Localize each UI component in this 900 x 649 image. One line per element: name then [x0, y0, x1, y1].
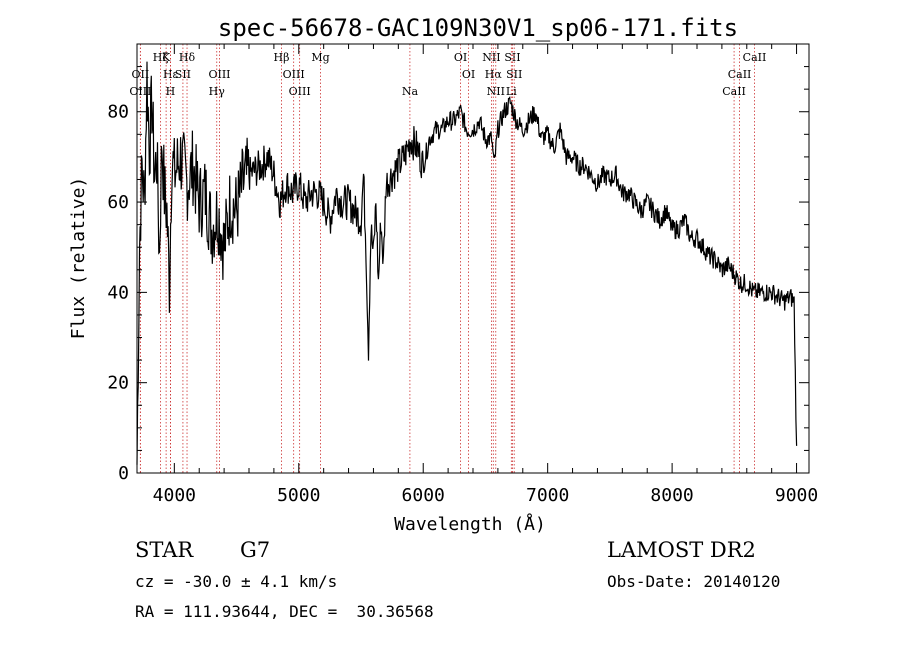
- marker-label-6: OIII: [208, 68, 230, 81]
- marker-label-9: Hγ: [209, 85, 226, 98]
- marker-label-18: SII: [504, 51, 520, 64]
- marker-label-2: Hδ: [179, 51, 196, 64]
- marker-label-19: Hα: [485, 68, 503, 81]
- x-tick-label: 7000: [526, 485, 569, 506]
- marker-label-13: OIII: [289, 85, 311, 98]
- x-tick-label: 4000: [153, 485, 196, 506]
- x-axis-ticks: 4000 5000 6000 7000 8000 9000: [153, 44, 818, 506]
- y-axis-label: Flux (relative): [68, 177, 89, 340]
- marker-label-12: OIII: [283, 68, 305, 81]
- object-class: STAR: [135, 538, 194, 562]
- redshift-text: cz = -30.0 ± 4.1 km/s: [135, 572, 338, 591]
- marker-label-14: Na: [402, 85, 419, 98]
- marker-label-15: OI: [454, 51, 467, 64]
- marker-label-0: Hζ: [153, 51, 169, 64]
- marker-label-20: SII: [506, 68, 522, 81]
- marker-label-24: CaII: [728, 68, 752, 81]
- marker-label-4: SII: [175, 68, 191, 81]
- spectrum-chart: spec-56678-GAC109N30V1_sp06-171.fits HζK…: [68, 14, 818, 535]
- marker-label-16: OI: [462, 68, 475, 81]
- marker-label-11: Mg: [311, 51, 329, 64]
- marker-label-1: K: [162, 51, 171, 64]
- x-axis-label: Wavelength (Å): [394, 513, 546, 535]
- x-tick-label: 9000: [775, 485, 818, 506]
- marker-label-21: NII: [487, 85, 505, 98]
- y-axis-ticks: 0 20 40 60 80: [107, 66, 809, 484]
- marker-label-25: CaII: [722, 85, 746, 98]
- coordinates: RA = 111.93644, DEC = 30.36568: [135, 602, 434, 621]
- y-tick-label: 40: [107, 282, 129, 303]
- survey-name: LAMOST DR2: [607, 538, 756, 562]
- spectrum-line: [136, 61, 798, 465]
- marker-label-23: CaII: [743, 51, 767, 64]
- obs-date: Obs-Date: 20140120: [607, 572, 781, 591]
- marker-label-3: Hε: [163, 68, 179, 81]
- marker-label-10: Hβ: [274, 51, 290, 64]
- chart-title: spec-56678-GAC109N30V1_sp06-171.fits: [218, 14, 738, 42]
- object-subclass: G7: [240, 538, 271, 562]
- marker-label-5: OII: [132, 68, 150, 81]
- y-tick-label: 20: [107, 373, 129, 394]
- y-tick-label: 0: [118, 463, 129, 484]
- plot-frame: [136, 43, 810, 474]
- y-tick-label: 80: [107, 102, 129, 123]
- marker-label-17: NII: [482, 51, 500, 64]
- x-tick-label: 8000: [650, 485, 693, 506]
- y-tick-label: 60: [107, 192, 129, 213]
- x-tick-label: 5000: [277, 485, 320, 506]
- marker-label-8: H: [166, 85, 176, 98]
- marker-label-22: Li: [506, 85, 517, 98]
- marker-label-7: OIII: [129, 85, 151, 98]
- x-tick-label: 6000: [402, 485, 445, 506]
